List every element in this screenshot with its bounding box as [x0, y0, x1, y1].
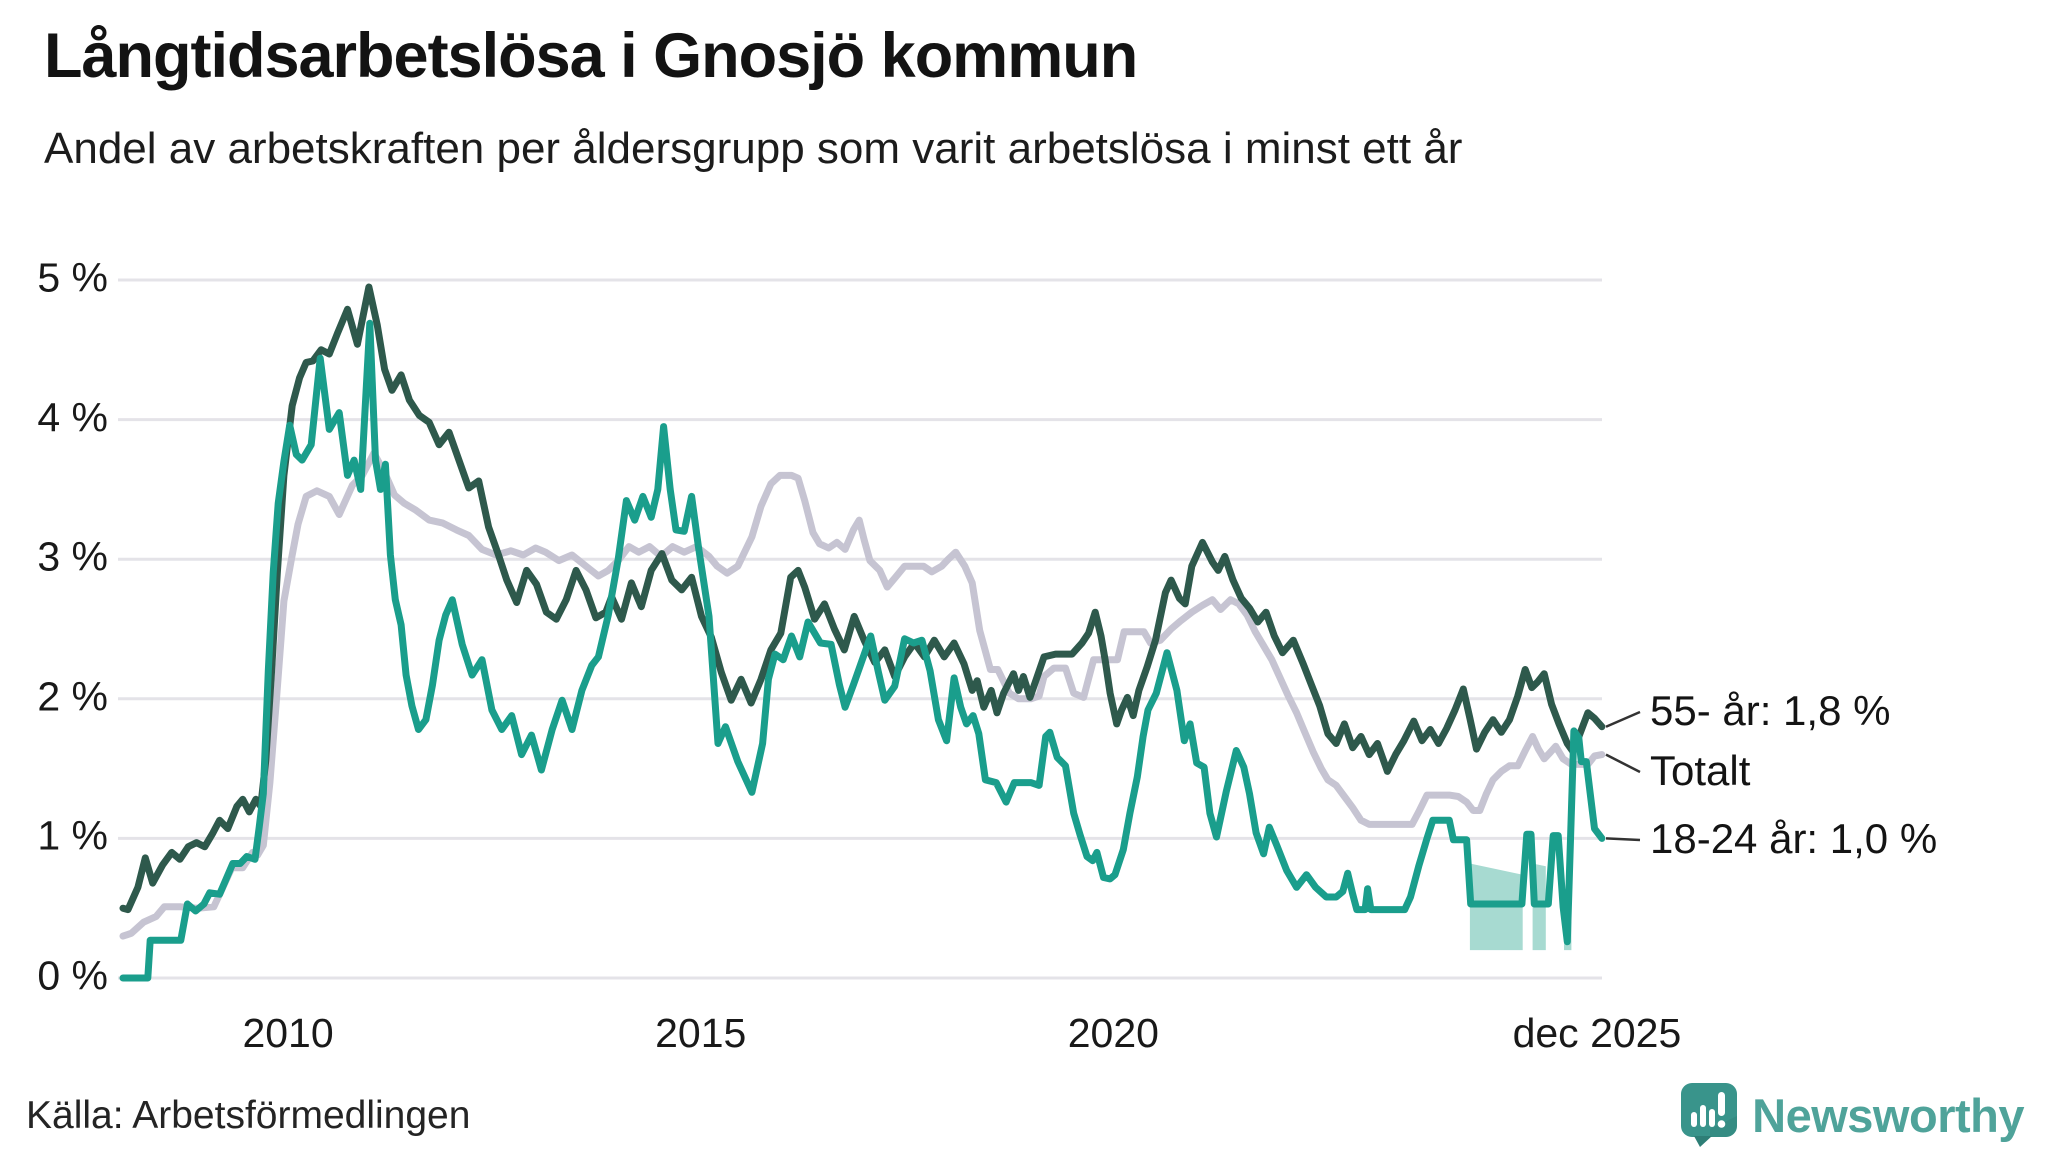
series-end-label: 55- år: 1,8 %	[1650, 687, 1891, 735]
logo-bar-medium	[1700, 1105, 1707, 1127]
logo-exclamation-dot	[1717, 1120, 1726, 1128]
series-line-totalt	[119, 449, 1606, 940]
x-tick-label: dec 2025	[1512, 1010, 1682, 1056]
x-tick-label: 2015	[655, 1010, 747, 1056]
logo-bar-large	[1709, 1109, 1716, 1127]
x-tick-label: 2020	[1067, 1010, 1159, 1056]
source-note: Källa: Arbetsförmedlingen	[26, 1094, 471, 1137]
series-line-18-24-r	[119, 319, 1606, 982]
page-title: Långtidsarbetslösa i Gnosjö kommun	[44, 21, 1138, 91]
newsworthy-logo-icon	[1681, 1083, 1738, 1147]
brand-lockup: Newsworthy	[1680, 1082, 2024, 1148]
brand-name: Newsworthy	[1752, 1088, 2024, 1142]
y-tick-label: 0 %	[37, 952, 108, 999]
label-connector-line	[1605, 753, 1641, 774]
logo-exclamation-mark	[1718, 1092, 1726, 1116]
series-end-label: 18-24 år: 1,0 %	[1650, 815, 1938, 863]
series-line-55-r	[119, 283, 1606, 914]
y-tick-label: 2 %	[37, 673, 108, 720]
page-subtitle: Andel av arbetskraften per åldersgrupp s…	[44, 124, 1463, 173]
y-tick-label: 4 %	[37, 394, 108, 441]
label-connector-line	[1605, 837, 1641, 842]
y-tick-label: 5 %	[37, 254, 108, 301]
logo-bar-small	[1691, 1112, 1698, 1127]
x-tick-label: 2010	[242, 1010, 334, 1056]
series-end-label: Totalt	[1650, 747, 1751, 795]
y-tick-label: 3 %	[37, 533, 108, 580]
y-tick-label: 1 %	[37, 813, 108, 860]
label-connector-line	[1605, 710, 1641, 728]
